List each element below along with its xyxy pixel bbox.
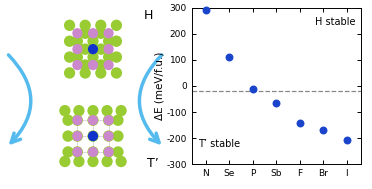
Circle shape bbox=[72, 115, 83, 125]
Circle shape bbox=[64, 51, 75, 63]
Circle shape bbox=[95, 20, 106, 31]
Circle shape bbox=[72, 115, 83, 126]
Circle shape bbox=[72, 130, 83, 142]
Circle shape bbox=[64, 20, 75, 31]
Text: H stable: H stable bbox=[315, 17, 356, 27]
Circle shape bbox=[88, 44, 98, 54]
Circle shape bbox=[102, 156, 113, 167]
Circle shape bbox=[87, 130, 99, 142]
Circle shape bbox=[103, 60, 114, 70]
Circle shape bbox=[112, 146, 124, 158]
Circle shape bbox=[64, 36, 75, 47]
Circle shape bbox=[80, 43, 91, 55]
Circle shape bbox=[62, 130, 74, 142]
Circle shape bbox=[103, 115, 114, 126]
Circle shape bbox=[87, 146, 99, 158]
Circle shape bbox=[111, 51, 122, 63]
Circle shape bbox=[111, 67, 122, 79]
Circle shape bbox=[72, 146, 83, 158]
Circle shape bbox=[87, 51, 99, 63]
Circle shape bbox=[80, 59, 91, 71]
Circle shape bbox=[73, 156, 84, 167]
Circle shape bbox=[88, 131, 98, 141]
Circle shape bbox=[62, 146, 74, 158]
Text: T’ stable: T’ stable bbox=[198, 139, 240, 149]
Circle shape bbox=[73, 105, 84, 116]
Circle shape bbox=[80, 20, 91, 31]
Circle shape bbox=[59, 105, 71, 116]
Circle shape bbox=[115, 156, 127, 167]
Circle shape bbox=[103, 131, 114, 141]
Circle shape bbox=[88, 115, 98, 125]
Circle shape bbox=[88, 28, 98, 38]
Circle shape bbox=[72, 36, 83, 47]
Circle shape bbox=[87, 105, 99, 116]
Circle shape bbox=[72, 28, 83, 38]
Circle shape bbox=[112, 130, 124, 142]
Point bbox=[297, 121, 303, 124]
Point bbox=[320, 129, 326, 132]
Circle shape bbox=[111, 20, 122, 31]
Circle shape bbox=[95, 43, 106, 55]
Circle shape bbox=[80, 28, 91, 39]
Circle shape bbox=[103, 44, 114, 54]
Circle shape bbox=[103, 115, 114, 125]
Circle shape bbox=[72, 44, 83, 54]
Circle shape bbox=[87, 36, 99, 47]
Y-axis label: ΔE (meV/f.u.): ΔE (meV/f.u.) bbox=[155, 52, 165, 120]
Point bbox=[273, 101, 279, 105]
Circle shape bbox=[72, 131, 83, 141]
Point bbox=[226, 56, 232, 59]
Circle shape bbox=[111, 36, 122, 47]
Circle shape bbox=[103, 147, 114, 157]
Circle shape bbox=[95, 59, 106, 71]
Circle shape bbox=[103, 36, 114, 47]
Circle shape bbox=[103, 130, 114, 142]
Circle shape bbox=[102, 105, 113, 116]
Circle shape bbox=[87, 115, 99, 126]
Circle shape bbox=[95, 67, 106, 79]
Circle shape bbox=[62, 115, 74, 126]
Circle shape bbox=[112, 115, 124, 126]
Circle shape bbox=[59, 156, 71, 167]
Text: T’: T’ bbox=[147, 157, 158, 170]
Circle shape bbox=[88, 60, 98, 70]
Circle shape bbox=[103, 146, 114, 158]
Circle shape bbox=[88, 147, 98, 157]
Circle shape bbox=[64, 67, 75, 79]
Point bbox=[203, 9, 209, 12]
Text: H: H bbox=[144, 9, 154, 22]
Circle shape bbox=[87, 156, 99, 167]
Circle shape bbox=[72, 60, 83, 70]
Circle shape bbox=[115, 105, 127, 116]
Circle shape bbox=[72, 51, 83, 63]
Circle shape bbox=[72, 147, 83, 157]
Circle shape bbox=[103, 51, 114, 63]
Circle shape bbox=[95, 28, 106, 39]
Circle shape bbox=[103, 28, 114, 38]
Point bbox=[250, 87, 256, 90]
Circle shape bbox=[80, 67, 91, 79]
Point bbox=[344, 138, 350, 141]
